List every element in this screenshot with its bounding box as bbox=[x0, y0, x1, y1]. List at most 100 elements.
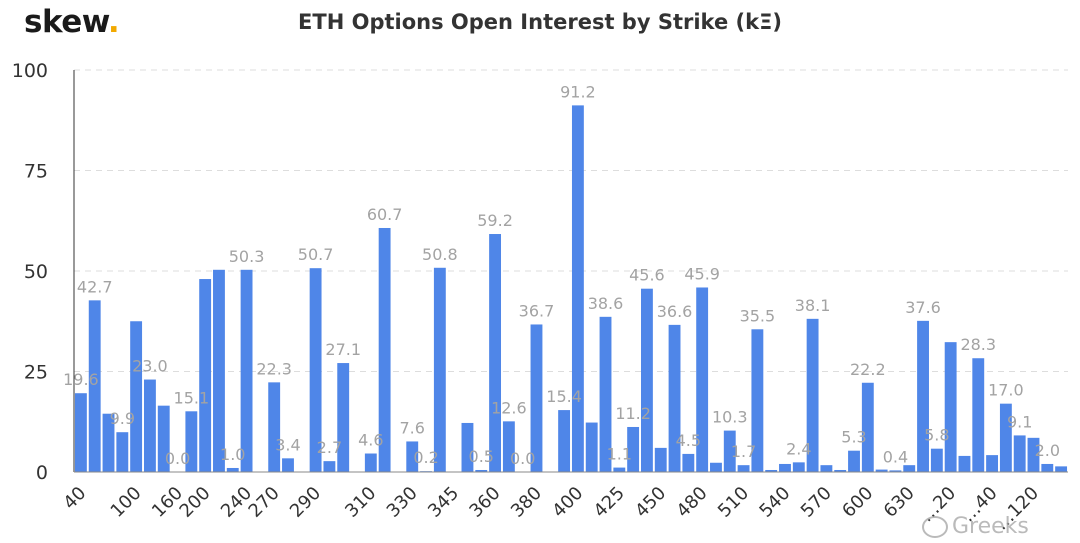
logo-text: skew bbox=[24, 4, 108, 40]
watermark-text: Greeks bbox=[952, 514, 1029, 539]
data-label: 9.9 bbox=[110, 409, 135, 428]
data-label: 27.1 bbox=[325, 340, 361, 359]
x-tick-label: 540 bbox=[755, 483, 794, 522]
data-label: 17.0 bbox=[988, 381, 1024, 400]
bar bbox=[640, 288, 653, 472]
bar bbox=[433, 267, 446, 472]
data-label: 45.6 bbox=[629, 266, 665, 285]
bar bbox=[986, 455, 999, 472]
data-label: 0.5 bbox=[469, 447, 494, 466]
x-tick-label: 345 bbox=[424, 483, 463, 522]
data-label: 36.6 bbox=[657, 302, 693, 321]
x-tick-label: 100 bbox=[107, 483, 146, 522]
x-tick-label: 40 bbox=[59, 483, 90, 514]
x-tick-label: 400 bbox=[548, 483, 587, 522]
data-label: 0.2 bbox=[413, 448, 438, 467]
data-label: 0.4 bbox=[883, 447, 908, 466]
data-label: 91.2 bbox=[560, 82, 596, 101]
data-label: 59.2 bbox=[477, 211, 513, 230]
chart-title: ETH Options Open Interest by Strike (kΞ) bbox=[298, 10, 782, 34]
bar bbox=[157, 405, 170, 472]
bar bbox=[461, 422, 474, 472]
bar bbox=[102, 413, 115, 472]
data-label: 1.7 bbox=[731, 442, 756, 461]
y-tick-label: 0 bbox=[36, 462, 48, 484]
data-label: 10.3 bbox=[712, 408, 748, 427]
bar bbox=[806, 318, 819, 472]
bar bbox=[378, 227, 391, 472]
y-tick-label: 75 bbox=[24, 161, 48, 183]
bar bbox=[309, 268, 322, 472]
bar bbox=[737, 465, 750, 472]
bar bbox=[779, 463, 791, 472]
bar bbox=[88, 300, 101, 472]
data-label: 36.7 bbox=[519, 301, 555, 320]
bar bbox=[530, 324, 543, 472]
bar bbox=[240, 269, 253, 472]
x-tick-label: 425 bbox=[590, 483, 629, 522]
bar bbox=[834, 469, 847, 472]
bar bbox=[751, 329, 764, 472]
data-label: 5.3 bbox=[841, 428, 866, 447]
bar bbox=[999, 403, 1012, 472]
bars bbox=[74, 105, 1068, 472]
bar bbox=[213, 269, 225, 472]
bar bbox=[74, 393, 87, 472]
x-tick-label: 200 bbox=[176, 483, 215, 522]
bar bbox=[558, 410, 571, 472]
data-label: 9.1 bbox=[1007, 412, 1032, 431]
bar bbox=[143, 379, 156, 472]
bar bbox=[116, 432, 129, 472]
bar bbox=[682, 453, 695, 472]
bar bbox=[765, 469, 778, 472]
data-label: 38.6 bbox=[588, 294, 624, 313]
data-label: 22.2 bbox=[850, 360, 886, 379]
bar bbox=[1013, 435, 1026, 472]
bar bbox=[875, 469, 888, 472]
x-tick-label: 330 bbox=[383, 483, 422, 522]
bar bbox=[668, 324, 681, 472]
bar bbox=[571, 105, 584, 472]
data-label: 50.8 bbox=[422, 245, 458, 264]
bar bbox=[917, 320, 929, 472]
bar bbox=[723, 430, 736, 472]
data-label: 0.0 bbox=[165, 449, 190, 468]
data-label: 42.7 bbox=[77, 277, 113, 296]
bar bbox=[972, 358, 985, 472]
bar bbox=[475, 469, 488, 472]
bar bbox=[1027, 437, 1040, 472]
watermark: Greeks bbox=[922, 514, 1029, 539]
x-tick-label: 290 bbox=[286, 483, 325, 522]
bar bbox=[696, 287, 709, 472]
x-tick-label: 570 bbox=[797, 483, 836, 522]
x-tick-label: 310 bbox=[341, 483, 380, 522]
data-label: 45.9 bbox=[684, 264, 720, 283]
data-label: 19.6 bbox=[63, 370, 99, 389]
bar bbox=[199, 279, 212, 472]
data-labels: 19.6 42.7 9.9 23.0 0.0 15.1 1.0 50.3 22.3 3.4 50.7… bbox=[63, 82, 1060, 468]
bar bbox=[889, 470, 902, 472]
bar bbox=[185, 411, 198, 472]
x-tick-label: 630 bbox=[880, 483, 919, 522]
data-label: 0.0 bbox=[510, 449, 535, 468]
bar bbox=[613, 467, 626, 472]
bar bbox=[1041, 463, 1054, 472]
data-label: 12.6 bbox=[491, 398, 527, 417]
bar bbox=[323, 461, 336, 472]
data-label: 22.3 bbox=[256, 359, 292, 378]
bar bbox=[599, 316, 612, 472]
data-label: 11.2 bbox=[615, 404, 651, 423]
bar bbox=[406, 441, 419, 472]
data-label: 4.6 bbox=[358, 431, 383, 450]
bar bbox=[226, 467, 239, 472]
data-label: 5.8 bbox=[924, 426, 949, 445]
data-label: 1.0 bbox=[220, 445, 245, 464]
data-label: 28.3 bbox=[960, 335, 996, 354]
data-label: 1.1 bbox=[607, 445, 632, 464]
data-label: 37.6 bbox=[905, 298, 941, 317]
x-tick-label: 480 bbox=[673, 483, 712, 522]
y-tick-label: 100 bbox=[12, 60, 48, 82]
x-tick-label: 380 bbox=[507, 483, 546, 522]
data-label: 50.7 bbox=[298, 245, 334, 264]
